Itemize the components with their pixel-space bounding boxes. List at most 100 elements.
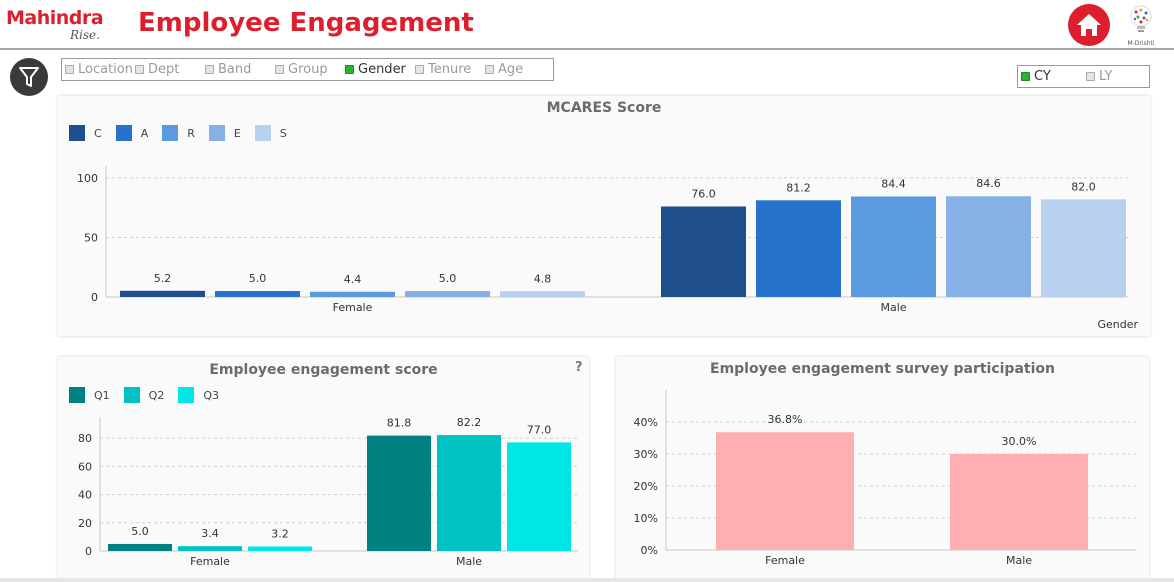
slicer-item-cy[interactable]: CY xyxy=(1018,66,1083,87)
page-title: Employee Engagement xyxy=(138,8,474,38)
help-icon[interactable]: ? xyxy=(575,360,583,375)
participation-panel: Employee engagement survey participation… xyxy=(616,357,1149,579)
y-tick-label: 0% xyxy=(641,544,658,557)
y-tick-label: 0 xyxy=(91,291,98,304)
slicer-item-gender[interactable]: Gender xyxy=(342,59,412,80)
y-tick-label: 60 xyxy=(78,460,92,473)
home-icon xyxy=(1077,14,1101,36)
x-category-label-male: Male xyxy=(456,555,482,568)
legend-swatch xyxy=(208,125,225,141)
legend-label: E xyxy=(233,126,241,140)
bar-q3-male xyxy=(507,442,571,551)
participation-chart-title: Employee engagement survey participation xyxy=(710,361,1055,377)
data-label: 4.8 xyxy=(534,272,552,285)
x-category-label-male: Male xyxy=(1006,554,1032,567)
y-tick-label: 0 xyxy=(85,545,92,558)
data-label: 76.0 xyxy=(691,187,716,200)
bar-c-male xyxy=(661,206,746,297)
legend-label: R xyxy=(187,126,195,140)
data-label: 82.0 xyxy=(1071,180,1096,193)
filter-button[interactable] xyxy=(10,58,48,96)
data-label: 77.0 xyxy=(527,423,552,436)
slicer-item-dept[interactable]: Dept xyxy=(132,59,202,80)
checkbox-icon xyxy=(205,65,214,74)
legend-item-c: C xyxy=(69,125,102,141)
engagement-chart-title: Employee engagement score xyxy=(209,362,438,378)
x-category-label-female: Female xyxy=(765,554,805,567)
bar-q1-male xyxy=(367,435,431,551)
bar-s-male xyxy=(1041,199,1126,297)
y-tick-label: 100 xyxy=(77,172,98,185)
legend-swatch xyxy=(69,125,85,141)
slicer-item-age[interactable]: Age xyxy=(482,59,552,80)
slicer-label: Tenure xyxy=(428,62,472,77)
bar-participation-female xyxy=(716,432,854,550)
y-tick-label: 40 xyxy=(78,489,92,502)
legend-label: A xyxy=(140,126,149,140)
mcares-score-panel: MCARES Score C A R E S 0 50 100 5.2 5.0 4.4 5.… xyxy=(58,96,1150,336)
data-label: 36.8% xyxy=(768,413,803,426)
data-label: 3.2 xyxy=(271,527,289,540)
legend-label: C xyxy=(94,126,102,140)
y-tick-label: 20% xyxy=(634,480,658,493)
brand-tagline: Rise. xyxy=(70,28,100,42)
bar-q1-female xyxy=(108,543,172,551)
legend-label: S xyxy=(279,126,287,140)
bar-a-female xyxy=(215,291,300,297)
lightbulb-icon xyxy=(1130,5,1152,32)
bar-r-female xyxy=(310,291,395,297)
legend-swatch xyxy=(254,125,271,141)
slicer-item-group[interactable]: Group xyxy=(272,59,342,80)
data-label: 5.0 xyxy=(439,272,457,285)
checkbox-icon xyxy=(485,65,494,74)
mcares-chart-title: MCARES Score xyxy=(546,100,662,116)
data-label: 5.0 xyxy=(131,525,149,538)
bar-q3-female xyxy=(248,546,312,551)
data-label: 4.4 xyxy=(344,273,362,286)
data-label: 82.2 xyxy=(457,416,482,429)
data-label: 5.0 xyxy=(249,272,267,285)
dimension-slicer: Location Dept Band Group Gender Tenure A… xyxy=(61,58,554,81)
checkbox-icon xyxy=(135,65,144,74)
slicer-label: Gender xyxy=(358,62,406,77)
m-drishti-label: M-Drishti xyxy=(1127,40,1155,47)
slicer-item-location[interactable]: Location xyxy=(62,59,133,80)
home-button[interactable] xyxy=(1068,4,1110,46)
mcares-legend: C A R E S xyxy=(69,125,301,141)
data-label: 81.2 xyxy=(786,181,811,194)
x-axis-title: Gender xyxy=(1097,318,1138,331)
slicer-item-band[interactable]: Band xyxy=(202,59,272,80)
y-tick-label: 50 xyxy=(84,231,98,244)
bar-s-female xyxy=(500,291,585,297)
legend-swatch xyxy=(69,387,85,403)
slicer-item-tenure[interactable]: Tenure xyxy=(412,59,482,80)
x-category-label-male: Male xyxy=(880,301,906,314)
slicer-item-ly[interactable]: LY xyxy=(1083,66,1148,87)
legend-label: Q2 xyxy=(148,388,165,402)
y-tick-label: 10% xyxy=(634,512,658,525)
bar-c-female xyxy=(120,290,205,297)
legend-swatch xyxy=(178,387,195,403)
legend-item-a: A xyxy=(115,125,149,141)
data-label: 3.4 xyxy=(201,527,219,540)
legend-item-q1: Q1 xyxy=(69,387,110,403)
year-slicer: CY LY xyxy=(1017,65,1150,88)
funnel-icon xyxy=(19,67,39,87)
legend-item-q3: Q3 xyxy=(178,387,219,403)
m-drishti-logo[interactable]: M-Drishti xyxy=(1124,4,1158,47)
slicer-label: CY xyxy=(1034,69,1051,84)
bar-e-female xyxy=(405,291,490,297)
x-category-label-female: Female xyxy=(190,555,230,568)
y-tick-label: 20 xyxy=(78,517,92,530)
slicer-label: Group xyxy=(288,62,328,77)
bar-e-male xyxy=(946,196,1031,297)
data-label: 84.6 xyxy=(976,177,1001,190)
legend-label: Q3 xyxy=(203,388,220,402)
checkbox-icon xyxy=(65,65,74,74)
bar-q2-male xyxy=(437,435,501,551)
bar-r-male xyxy=(851,196,936,297)
y-tick-label: 30% xyxy=(634,448,658,461)
mcares-bar-chart: 0 50 100 5.2 5.0 4.4 5.0 4.8 Female 76.0 81.2 84.4 8… xyxy=(77,166,1138,331)
legend-item-r: R xyxy=(162,125,195,141)
checkbox-checked-icon xyxy=(345,65,354,74)
